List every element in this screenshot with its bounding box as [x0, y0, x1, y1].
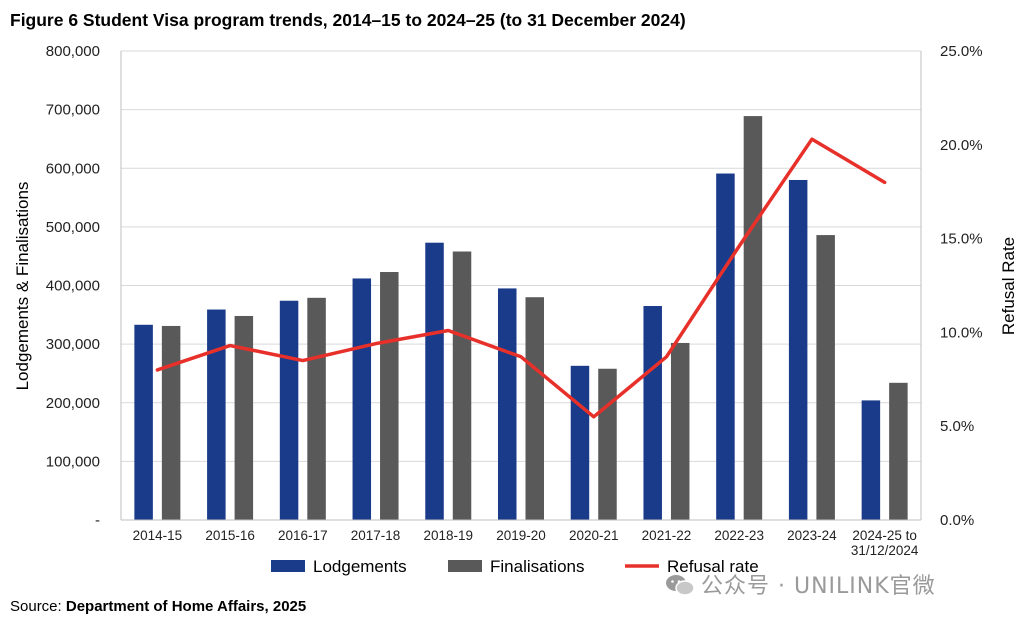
legend-label: Lodgements: [313, 557, 407, 576]
x-tick-label: 2021-22: [642, 528, 692, 543]
x-tick-label-line: 2022-23: [714, 528, 764, 543]
x-tick-label-line: 2016-17: [278, 528, 328, 543]
lodgements-bar: [207, 309, 226, 520]
finalisations-bar: [525, 297, 544, 520]
chart-title: Figure 6 Student Visa program trends, 20…: [10, 10, 686, 30]
x-tick-label-line: 2015-16: [205, 528, 255, 543]
y2-axis-title: Refusal Rate: [999, 237, 1018, 335]
x-tick-label-line: 2017-18: [351, 528, 401, 543]
refusal-rate-point: [302, 360, 304, 362]
finalisations-bar: [598, 368, 617, 520]
x-tick-label-line: 2023-24: [787, 528, 837, 543]
bars: [134, 116, 908, 521]
finalisations-bar: [234, 315, 254, 520]
finalisations-bar: [307, 297, 326, 520]
x-tick-label: 2020-21: [569, 528, 619, 543]
x-tick-label: 2023-24: [787, 528, 837, 543]
x-tick-label-line: 2018-19: [423, 528, 473, 543]
x-tick-label: 2022-23: [714, 528, 764, 543]
wechat-icon: [666, 575, 695, 596]
legend-swatch-lodgements: [271, 560, 305, 572]
source-text: Department of Home Affairs, 2025: [65, 598, 307, 615]
x-tick-label: 2016-17: [278, 528, 328, 543]
y-tick-label: -: [95, 512, 100, 529]
lodgements-bar: [498, 288, 517, 520]
lodgements-bar: [861, 400, 881, 520]
finalisations-bar: [452, 251, 472, 520]
legend: Lodgements Finalisations Refusal rate: [271, 557, 759, 576]
finalisations-bar: [816, 235, 835, 520]
y-tick-label: 300,000: [46, 336, 100, 353]
finalisations-bar: [743, 116, 763, 520]
y-tick-label: 200,000: [46, 395, 100, 412]
axes: [120, 51, 922, 521]
y-tick-label: 400,000: [46, 278, 100, 295]
watermark-text: 公众号 · UNILINK官微: [701, 574, 936, 599]
finalisations-bar: [380, 272, 399, 520]
finalisations-bar: [889, 382, 908, 520]
y-tick-label: 600,000: [46, 160, 100, 177]
source-prefix: Source:: [10, 598, 66, 615]
x-tick-label-line: 2014-15: [133, 528, 183, 543]
x-tick-label: 2024-25 to 31/12/2024: [851, 528, 919, 558]
legend-swatch-finalisations: [448, 560, 482, 572]
x-tick-label-line: 2024-25 to: [852, 528, 917, 543]
refusal-rate-point: [520, 356, 522, 358]
y2-tick-label: 10.0%: [940, 324, 983, 341]
refusal-rate-polyline: [155, 137, 887, 419]
y2-tick-label: 25.0%: [940, 43, 983, 60]
x-tick-label: 2018-19: [423, 528, 473, 543]
y2-tick-label: 5.0%: [940, 418, 974, 435]
refusal-rate-point: [884, 181, 886, 183]
refusal-rate-point: [156, 369, 158, 371]
y2-tick-label: 15.0%: [940, 231, 983, 248]
y2-tick-label: 0.0%: [940, 512, 974, 529]
lodgements-bar: [570, 365, 590, 520]
y-tick-label: 700,000: [46, 102, 100, 119]
refusal-rate-point: [375, 343, 377, 345]
axis-labels: - 100,000 200,000 300,000 400,000 500,000 600,…: [13, 43, 1018, 558]
x-tick-label: 2019-20: [496, 528, 546, 543]
finalisations-bar: [161, 325, 181, 520]
y-tick-label: 800,000: [46, 43, 100, 60]
x-tick-label: 2014-15: [133, 528, 183, 543]
x-tick-label: 2017-18: [351, 528, 401, 543]
lodgements-bar: [279, 300, 299, 520]
watermark: 公众号 · UNILINK官微: [665, 568, 936, 600]
lodgements-bar: [716, 173, 735, 520]
legend-label: Refusal rate: [667, 557, 759, 576]
y2-tick-label: 20.0%: [940, 137, 983, 154]
refusal-rate-point: [665, 356, 667, 358]
y-tick-label: 500,000: [46, 219, 100, 236]
x-tick-label-line: 2021-22: [642, 528, 692, 543]
x-tick-label: 2015-16: [205, 528, 255, 543]
legend-label: Finalisations: [490, 557, 585, 576]
gridlines: [121, 50, 921, 462]
y-tick-label: 100,000: [46, 453, 100, 470]
x-tick-label-line: 31/12/2024: [851, 543, 919, 558]
refusal-rate-point: [447, 330, 449, 332]
x-tick-label-line: 2019-20: [496, 528, 546, 543]
y-axis-title: Lodgements & Finalisations: [13, 182, 32, 391]
x-tick-label-line: 2020-21: [569, 528, 619, 543]
source-note: Source: Department of Home Affairs, 2025: [10, 598, 306, 615]
refusal-rate-line: [155, 137, 887, 419]
lodgements-bar: [788, 179, 808, 520]
lodgements-bar: [134, 324, 153, 520]
refusal-rate-point: [593, 416, 595, 418]
refusal-rate-point: [229, 345, 231, 347]
lodgements-bar: [643, 306, 662, 520]
refusal-rate-point: [811, 138, 813, 140]
lodgements-bar: [352, 278, 372, 520]
refusal-rate-point: [738, 245, 740, 247]
finalisations-bar: [670, 342, 690, 520]
lodgements-bar: [425, 242, 444, 521]
